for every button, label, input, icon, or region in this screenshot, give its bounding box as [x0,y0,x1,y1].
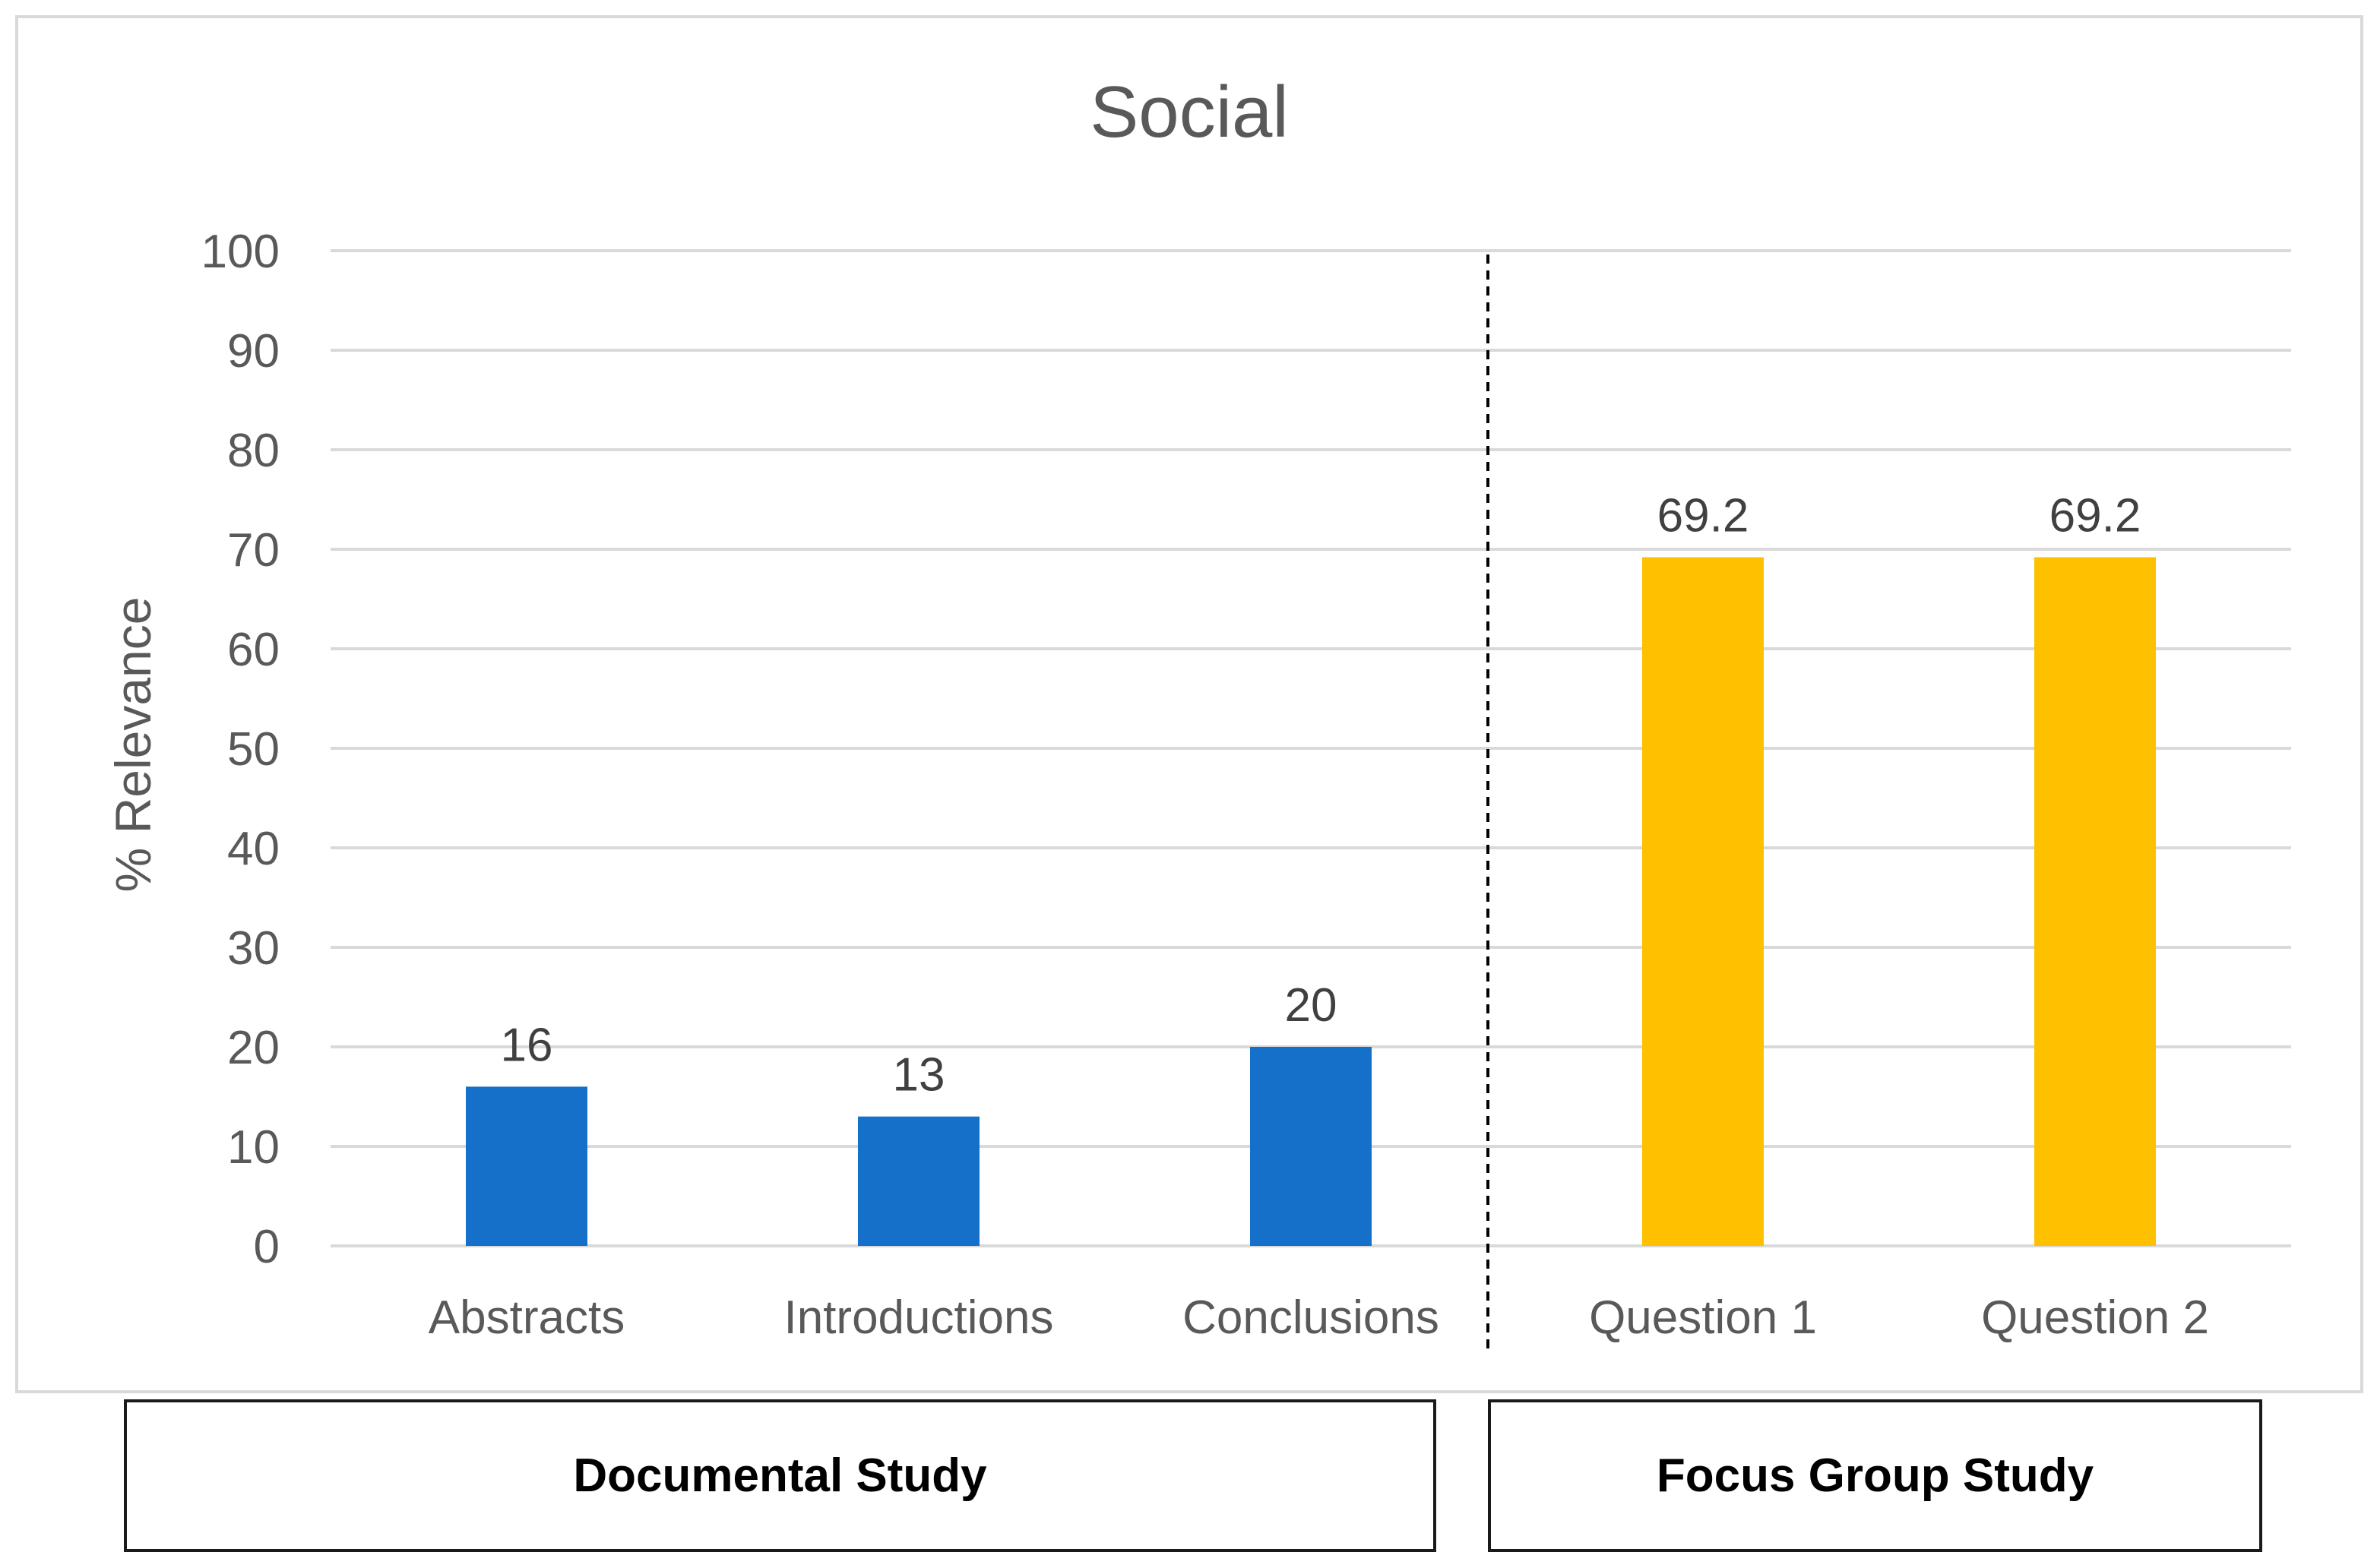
chart-title: Social [1090,71,1288,153]
y-tick-label-0: 0 [254,1221,280,1273]
data-label-introductions: 13 [893,1049,945,1102]
x-tick-label-abstracts: Abstracts [429,1291,625,1344]
data-label-abstracts: 16 [501,1019,553,1071]
y-tick-label-90: 90 [227,325,280,378]
y-tick-label-10: 10 [227,1121,280,1174]
y-tick-label-40: 40 [227,823,280,875]
bar-abstracts [466,1086,587,1246]
x-tick-label-question-2: Question 2 [1981,1291,2209,1344]
y-tick-label-70: 70 [227,524,280,577]
y-tick-labels: 0 10 20 30 40 50 60 70 80 90 100 [201,226,280,1273]
bar-conclusions [1250,1047,1372,1246]
x-tick-label-question-1: Question 1 [1589,1291,1817,1344]
bar-question-2 [2034,557,2156,1246]
bars [466,557,2156,1246]
grid-lines [331,249,2291,1247]
group-box-focus-group-study: Focus Group Study [1488,1399,2262,1552]
y-tick-label-80: 80 [227,425,280,477]
y-tick-label-100: 100 [201,226,280,278]
data-label-question-2: 69.2 [2049,489,2141,542]
x-tick-label-conclusions: Conclusions [1182,1291,1439,1344]
x-tick-labels: Abstracts Introductions Conclusions Questio… [429,1291,2209,1344]
y-tick-label-50: 50 [227,723,280,776]
group-box-documental-study: Documental Study [124,1399,1436,1552]
bar-introductions [858,1116,980,1246]
bar-question-1 [1642,557,1764,1246]
data-labels: 16 13 20 69.2 69.2 [501,489,2141,1101]
y-axis-label: % Relevance [105,597,161,893]
y-tick-label-30: 30 [227,922,280,975]
y-tick-label-20: 20 [227,1022,280,1074]
chart-frame [15,15,2363,1393]
data-label-conclusions: 20 [1285,979,1337,1032]
data-label-question-1: 69.2 [1657,489,1749,542]
x-tick-label-introductions: Introductions [784,1291,1054,1344]
y-tick-label-60: 60 [227,624,280,676]
